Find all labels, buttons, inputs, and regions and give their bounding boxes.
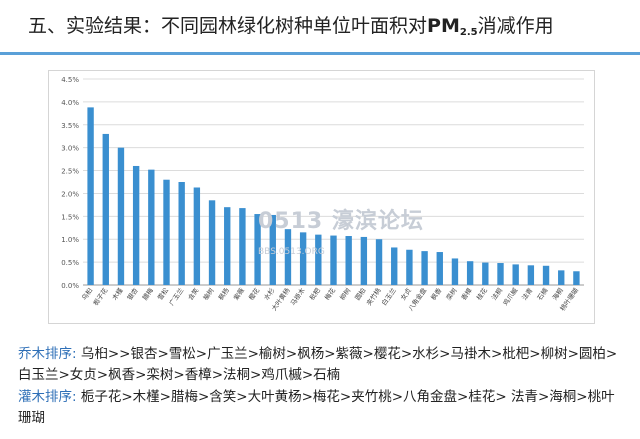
shrub-ranking-text: 栀子花>木槿>腊梅>含笑>大叶黄杨>梅花>夹竹桃>八角金盘>桂花> 法青>海桐>… [18,389,615,426]
y-tick-label: 1.0% [61,236,79,244]
bar [224,207,231,285]
bar [208,200,216,285]
x-tick-label: 枇杷 [307,286,322,302]
bar [421,251,428,285]
bar [436,252,443,285]
bar [558,270,565,285]
x-tick-label: 鸡爪槭 [501,286,520,308]
bar [269,214,276,285]
watermark-logo: 0513 [258,209,324,234]
bar [527,265,535,285]
bar [375,239,383,285]
x-tick-label: 紫薇 [231,286,246,302]
bar [193,187,201,285]
bar [391,247,398,285]
x-tick-label: 含笑 [186,286,201,302]
bar [542,265,550,285]
x-tick-label: 石楠 [535,286,550,302]
x-tick-label: 桂花 [474,286,489,302]
bar [315,234,322,285]
title-pm: PM [427,15,460,37]
y-tick-label: 0.0% [61,282,79,290]
x-tick-label: 雪松 [155,286,170,302]
bar [178,182,185,285]
x-tick-label: 法青 [520,286,535,302]
y-tick-label: 1.5% [61,213,79,221]
x-tick-label: 柳树 [337,286,352,302]
x-tick-label: 广玉兰 [167,286,186,308]
bar [163,179,170,285]
bar [117,147,125,285]
y-tick-label: 2.0% [61,190,79,198]
y-tick-label: 3.5% [61,122,79,130]
slide-title: 五、实验结果：不同园林绿化树种单位叶面积对PM2.5消减作用 [28,11,554,38]
y-tick-label: 0.5% [61,259,79,267]
x-tick-label: 白玉兰 [379,286,398,308]
x-tick-label: 马褂木 [288,286,307,308]
bar [148,169,155,285]
bar [345,236,352,285]
x-tick-label: 枫香 [429,286,444,302]
tree-ranking-label: 乔木排序: [18,346,77,362]
x-tick-label: 女贞 [398,286,413,302]
y-tick-label: 4.5% [61,76,79,84]
title-suffix: 消减作用 [477,15,554,37]
x-tick-label: 樱花 [246,286,261,302]
bar [299,232,307,285]
x-tick-label: 银杏 [125,286,140,302]
bar [406,249,413,285]
bar [482,262,489,285]
watermark-name: 濠滨论坛 [331,209,424,234]
bar [102,133,109,285]
bar [466,261,474,285]
bar [87,107,94,285]
x-tick-label: 圆柏 [353,286,368,302]
shrub-ranking: 灌木排序: 栀子花>木槿>腊梅>含笑>大叶黄杨>梅花>夹竹桃>八角金盘>桂花> … [18,387,628,429]
forum-watermark: 0513 濠滨论坛 BBS.0513.ORG [258,203,424,260]
x-tick-label: 梅花 [322,286,337,302]
bar [284,229,292,285]
x-tick-label: 夹竹桃 [364,286,383,308]
bar [573,271,580,285]
bar [512,264,519,285]
x-tick-label: 香樟 [459,286,474,302]
x-tick-label: 海桐 [550,286,565,302]
bar [239,208,246,285]
bar [254,214,261,285]
bar [360,236,368,285]
x-tick-label: 栾树 [444,286,459,302]
title-prefix: 五、实验结果：不同园林绿化树种单位叶面积对 [28,15,428,37]
chart-canvas: 0.0% 0.5% 1.0% 1.5% 2.0% 2.5% 3.0% 3.5% 4.0% 4.5%… [61,76,584,312]
x-tick-label: 腊梅 [140,286,155,302]
bar [330,235,337,285]
x-tick-label: 乌桕 [79,286,94,302]
x-tick-label: 水杉 [262,286,277,302]
bar-chart: 0.0% 0.5% 1.0% 1.5% 2.0% 2.5% 3.0% 3.5% 4.0% 4.5%… [48,70,595,324]
bar [451,258,459,285]
title-pm-subscript: 2.5 [459,27,478,38]
y-tick-label: 4.0% [61,99,79,107]
y-tick-label: 3.0% [61,145,79,153]
x-tick-label: 法桐 [489,286,504,302]
bar [132,165,140,285]
x-tick-label: 木槿 [110,286,125,302]
watermark-site: BBS.0513.ORG [258,247,325,257]
shrub-ranking-label: 灌木排序: [18,389,77,405]
bar [497,263,504,285]
x-tick-label: 栀子花 [91,286,110,308]
y-tick-label: 2.5% [61,168,79,176]
tree-ranking: 乔木排序: 乌桕>>银杏>雪松>广玉兰>榆树>枫杨>紫薇>樱花>水杉>马褂木>枇… [18,344,628,386]
title-bar: 五、实验结果：不同园林绿化树种单位叶面积对PM2.5消减作用 [0,0,640,55]
x-tick-label: 榆树 [201,286,216,302]
x-tick-label: 枫杨 [216,286,231,302]
tree-ranking-text: 乌桕>>银杏>雪松>广玉兰>榆树>枫杨>紫薇>樱花>水杉>马褂木>枇杷>柳树>圆… [18,346,618,383]
